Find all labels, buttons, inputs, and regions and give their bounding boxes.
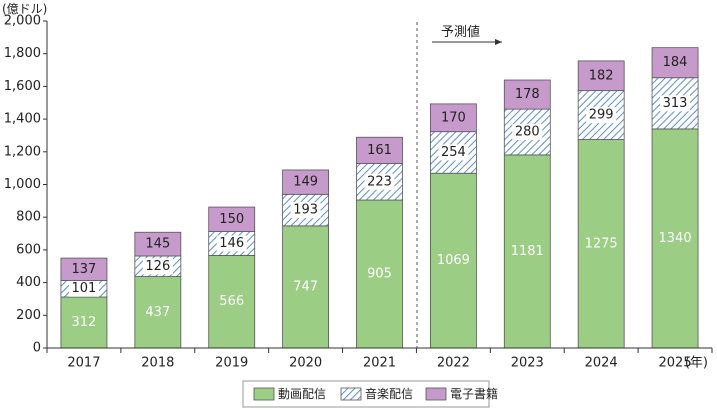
data-label: 184 [663, 55, 688, 70]
forecast-arrowhead [495, 39, 502, 45]
y-tick-label: 1,800 [4, 46, 41, 61]
x-tick-label: 2022 [437, 356, 470, 371]
legend-label: 電子書籍 [450, 386, 498, 401]
bar-segment [503, 79, 551, 110]
y-tick-label: 400 [16, 275, 41, 290]
data-label: 146 [219, 236, 244, 251]
data-label: 170 [441, 110, 466, 125]
legend-swatch [253, 387, 275, 401]
bar-segment [282, 169, 330, 195]
legend-box [242, 380, 490, 408]
data-label: 312 [72, 315, 97, 330]
legend-label: 音楽配信 [365, 386, 413, 401]
data-label-background [586, 107, 617, 124]
x-tick-label: 2018 [141, 356, 174, 371]
bar-segment [208, 206, 256, 232]
data-label: 1275 [585, 236, 618, 251]
bar-segment [356, 199, 403, 349]
bar-segment [134, 276, 182, 349]
data-label: 178 [515, 87, 540, 102]
y-axis-unit: (億ドル) [2, 2, 47, 16]
bar-segment [651, 128, 699, 349]
data-label: 747 [293, 279, 318, 294]
data-label: 193 [293, 203, 318, 218]
data-label: 1340 [659, 231, 692, 246]
bar-segment [282, 225, 330, 349]
legend-swatch [425, 387, 447, 401]
y-axis: 0 200 400 600 800 1,000 1,200 1,400 1,600 1,800 2,… [4, 14, 48, 356]
data-label-background [512, 124, 543, 141]
data-label: 1181 [511, 244, 544, 259]
data-label: 145 [145, 237, 170, 252]
data-label-background [364, 173, 395, 190]
data-label: 126 [145, 259, 170, 274]
data-label-background [660, 95, 691, 112]
data-label-background [216, 235, 247, 252]
data-label: 161 [367, 143, 392, 158]
bar-segment [577, 139, 625, 349]
bar-segment [60, 257, 108, 281]
legend: 動画配信 音楽配信 電子書籍 [242, 380, 498, 408]
y-tick-label: 1,000 [4, 177, 41, 192]
bar-segment [651, 47, 699, 79]
legend-swatch [340, 387, 362, 401]
data-label: 182 [589, 68, 614, 83]
bar-segment [356, 136, 403, 164]
y-tick-label: 200 [16, 308, 41, 323]
forecast-label: 予測値 [441, 24, 480, 40]
bar-segment [134, 231, 182, 257]
x-tick-label: 2025 [659, 356, 692, 371]
bar-segment [503, 154, 551, 349]
data-label: 437 [145, 305, 170, 320]
x-axis: 2017 2018 2019 2020 2021 2022 2023 2024 2025(年) [46, 347, 713, 371]
data-label: 101 [72, 281, 97, 296]
bar-segment [208, 255, 256, 349]
x-tick-label: 2024 [585, 356, 618, 371]
y-tick-label: 1,200 [4, 144, 41, 159]
y-tick-label: 800 [16, 210, 41, 225]
bars: 312 101 137 437 126 145 566 146 150 747 193 149 905 2… [60, 47, 699, 349]
data-label-background [142, 258, 173, 275]
y-tick-label: 2,000 [4, 14, 41, 29]
data-label: 566 [219, 294, 244, 309]
data-label-background [68, 280, 99, 297]
data-label: 905 [367, 267, 392, 282]
forecast-marker: 予測値 [416, 22, 502, 348]
data-label: 150 [219, 212, 244, 227]
data-label: 223 [367, 174, 392, 189]
data-label: 254 [441, 145, 466, 160]
bar-segment [429, 103, 477, 133]
y-tick-label: 0 [33, 341, 41, 356]
legend-label: 動画配信 [278, 387, 326, 401]
data-label: 137 [72, 262, 97, 277]
bar-segment [577, 60, 625, 92]
y-tick-label: 1,600 [4, 79, 41, 94]
data-label: 299 [589, 108, 614, 123]
x-tick-label: 2023 [511, 356, 544, 371]
data-label-background [438, 144, 469, 161]
x-tick-label: 2021 [363, 356, 396, 371]
bar-segment [429, 172, 477, 349]
x-tick-label: 2020 [289, 356, 322, 371]
x-axis-unit: (年) [685, 356, 708, 371]
data-label: 149 [293, 175, 318, 190]
x-tick-label: 2019 [215, 356, 248, 371]
y-tick-label: 600 [16, 242, 41, 257]
data-label: 280 [515, 125, 540, 140]
data-label: 1069 [437, 253, 470, 268]
y-tick-label: 1,400 [4, 112, 41, 127]
data-label-background [290, 202, 321, 219]
data-label: 313 [663, 96, 688, 111]
x-tick-label: 2017 [67, 356, 100, 371]
